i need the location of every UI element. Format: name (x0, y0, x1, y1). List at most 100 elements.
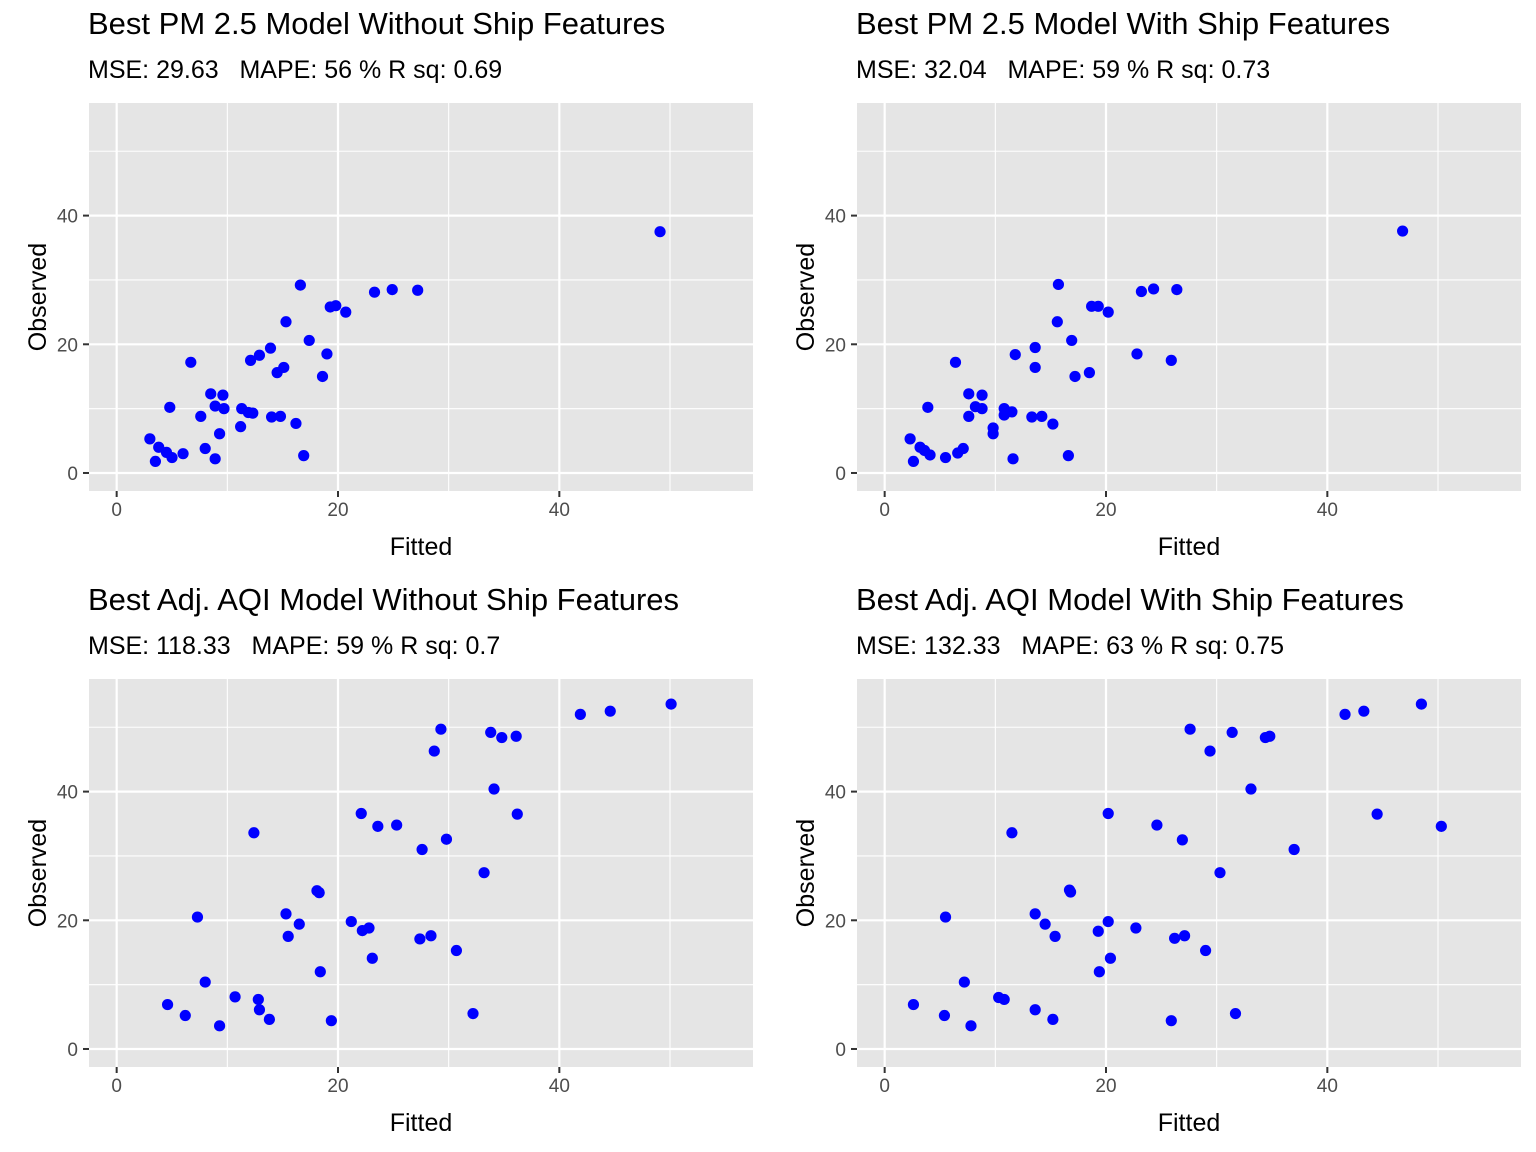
x-tick-label: 20 (327, 1076, 348, 1097)
data-point (412, 284, 424, 296)
data-point (654, 226, 666, 238)
x-tick-label: 20 (1095, 500, 1116, 521)
data-point (976, 403, 988, 415)
data-point (1214, 867, 1226, 879)
data-point (1171, 284, 1183, 296)
data-point (904, 433, 916, 445)
data-point (191, 911, 204, 923)
rsq-label: R sq: 0.73 (1156, 56, 1271, 84)
mape-label: MAPE: 59 % (1007, 56, 1150, 84)
data-point (235, 421, 247, 433)
scatter-plot: 0 20 40 0 20 40 Fitted Observed (792, 679, 1521, 1137)
data-point (1204, 745, 1216, 757)
data-point (1047, 1013, 1059, 1025)
data-point (164, 401, 176, 413)
data-point (1051, 316, 1063, 328)
data-point (1029, 908, 1041, 920)
data-point (958, 976, 970, 988)
data-point (199, 976, 211, 988)
y-axis-title: Observed (792, 819, 820, 927)
data-point (1104, 952, 1117, 964)
data-point (209, 400, 221, 412)
data-point (1371, 808, 1383, 820)
data-point (1102, 306, 1114, 318)
x-tick-label: 20 (327, 500, 348, 521)
data-point (363, 922, 375, 934)
data-point (166, 451, 178, 464)
data-point (604, 705, 616, 717)
data-point (1184, 723, 1196, 735)
data-point (218, 403, 230, 415)
x-tick-label: 0 (111, 500, 122, 521)
data-point (313, 887, 325, 899)
data-point (144, 433, 156, 445)
scatter-plot: 0 20 40 0 20 40 Fitted Observed (24, 679, 753, 1137)
data-point (1066, 334, 1078, 347)
data-point (294, 279, 306, 291)
data-point (199, 442, 211, 455)
data-point (939, 451, 952, 464)
data-point (161, 998, 174, 1011)
data-point (1006, 827, 1018, 839)
chart-subtitle: MSE: 132.33 MAPE: 63 % R sq: 0.75 (856, 632, 1284, 661)
data-point (253, 349, 266, 361)
data-point (1178, 930, 1191, 942)
data-point (1169, 932, 1181, 944)
data-point (1358, 705, 1370, 717)
data-point (1029, 361, 1041, 374)
data-point (467, 1007, 479, 1020)
data-point (355, 807, 367, 820)
x-tick-label: 40 (549, 500, 570, 521)
data-point (665, 698, 677, 710)
rsq-label: R sq: 0.69 (388, 56, 503, 84)
data-point (1092, 925, 1104, 937)
data-point (1165, 354, 1177, 366)
data-point (1435, 820, 1447, 832)
data-point (1415, 698, 1427, 710)
data-point (1093, 966, 1105, 978)
y-tick-label: 20 (57, 335, 78, 356)
data-point (303, 334, 315, 347)
mse-label: MSE: 32.04 (856, 56, 987, 84)
y-axis-title: Observed (24, 243, 52, 351)
data-point (266, 411, 278, 423)
data-point (1135, 285, 1148, 298)
y-tick-label: 40 (57, 207, 78, 228)
data-point (1083, 367, 1095, 379)
chart-title: Best PM 2.5 Model Without Ship Features (88, 6, 666, 41)
x-tick-label: 0 (879, 500, 890, 521)
data-point (924, 449, 936, 461)
data-point (510, 730, 522, 742)
chart-panel-pm25-without-ship: Best PM 2.5 Model Without Ship Features … (0, 0, 768, 576)
data-point (252, 993, 264, 1006)
plot-background (89, 103, 753, 491)
chart-subtitle: MSE: 118.33 MAPE: 59 % R sq: 0.7 (88, 632, 500, 661)
data-point (1029, 1004, 1041, 1016)
mape-label: MAPE: 56 % (239, 56, 382, 84)
data-point (340, 306, 352, 318)
data-point (485, 726, 497, 739)
data-point (1176, 834, 1188, 846)
data-point (179, 1009, 191, 1022)
data-point (938, 1009, 951, 1022)
data-point (1288, 843, 1300, 856)
plot-background (89, 679, 753, 1067)
data-point (264, 342, 277, 354)
data-point (298, 450, 310, 462)
mape-label: MAPE: 63 % (1021, 632, 1164, 660)
x-tick-label: 40 (1317, 1076, 1338, 1097)
data-point (957, 442, 969, 455)
data-point (278, 361, 290, 374)
data-point (325, 1015, 337, 1027)
chart-title: Best Adj. AQI Model Without Ship Feature… (88, 582, 680, 617)
data-point (478, 867, 490, 879)
data-point (1147, 283, 1160, 295)
y-tick-label: 20 (57, 911, 78, 932)
data-point (316, 370, 329, 383)
data-point (440, 833, 453, 845)
plot-background (857, 103, 1521, 491)
y-tick-label: 20 (825, 335, 846, 356)
x-tick-label: 0 (111, 1076, 122, 1097)
data-point (1130, 922, 1142, 934)
data-point (149, 455, 161, 468)
